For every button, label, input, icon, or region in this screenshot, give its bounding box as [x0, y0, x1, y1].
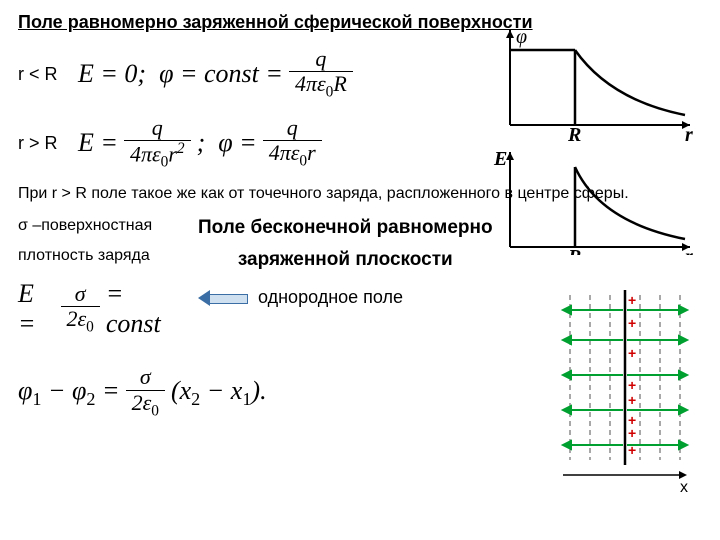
svg-text:+: +	[628, 392, 636, 408]
plane-title-2: заряженной плоскости	[198, 249, 493, 271]
arrow-icon	[198, 292, 248, 304]
svg-text:E: E	[493, 148, 507, 170]
svg-text:+: +	[628, 345, 636, 361]
x-axis-label: x	[680, 479, 688, 496]
frac-den: 2ε0	[126, 390, 165, 420]
sigma-label-2: плотность заряда	[18, 247, 178, 265]
E-graph: E R r	[493, 148, 693, 255]
formula-phi-diff: φ1 − φ2 = σ 2ε0 (x2 − x1).	[18, 365, 267, 420]
frac-den: 4πε0R	[289, 71, 353, 101]
svg-text:+: +	[628, 292, 636, 308]
frac-num: σ	[134, 365, 157, 389]
plane-title-1: Поле бесконечной равномерно	[198, 217, 493, 239]
frac-num: q	[309, 47, 332, 71]
svg-text:r: r	[685, 246, 693, 255]
formula-inside: E = 0; φ = const = q 4πε0R	[78, 47, 353, 102]
formula-E-plane: E = σ 2ε0 = const	[18, 279, 178, 339]
svg-text:+: +	[628, 425, 636, 441]
svg-text:r: r	[685, 124, 693, 146]
phi-graph: φ R r	[506, 26, 693, 146]
formula-outside: E = q 4πε0r2 ; φ = q 4πε0r	[78, 116, 322, 172]
field-lines-left	[563, 306, 623, 449]
svg-text:R: R	[567, 246, 581, 255]
uniform-label: однородное поле	[258, 287, 403, 308]
svg-text:φ: φ	[516, 26, 527, 48]
frac-den: 2ε0	[61, 306, 100, 336]
phi-E-graphs: φ R r E R r	[490, 25, 700, 255]
frac-num: σ	[69, 282, 92, 306]
svg-text:+: +	[628, 442, 636, 458]
condition-outside: r > R	[18, 133, 78, 154]
formula-tail: = const	[106, 279, 178, 339]
plane-diagram: + + + + + + + + x	[555, 290, 695, 500]
condition-inside: r < R	[18, 64, 78, 85]
frac-den: 4πε0r2	[124, 140, 191, 172]
frac-den: 4πε0r	[263, 140, 322, 170]
frac-num: q	[281, 116, 304, 140]
svg-text:+: +	[628, 315, 636, 331]
svg-text:R: R	[567, 124, 581, 146]
sigma-label-1: σ –поверхностная	[18, 217, 178, 235]
svg-text:+: +	[628, 377, 636, 393]
frac-num: q	[146, 116, 169, 140]
